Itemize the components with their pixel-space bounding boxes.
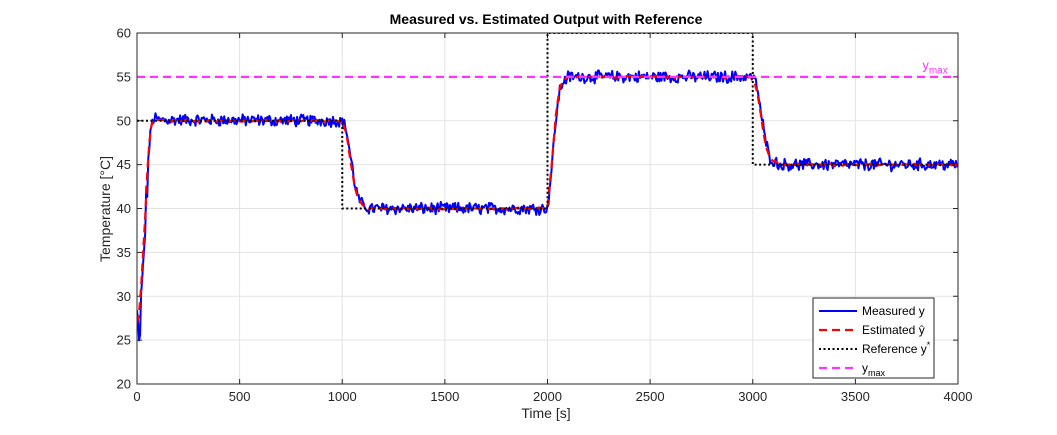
y-tick-label: 20 xyxy=(117,377,131,392)
axes-box xyxy=(136,32,959,385)
legend-label-2: Estimated ŷ xyxy=(862,323,925,337)
ymax-annotation: ymax xyxy=(922,58,947,77)
y-tick-label: 35 xyxy=(117,245,131,260)
chart-title: Measured vs. Estimated Output with Refer… xyxy=(390,11,703,27)
legend-label-4: ymax xyxy=(862,361,886,378)
x-axis-label: Time [s] xyxy=(521,405,570,421)
x-tick-label: 0 xyxy=(133,389,140,404)
y-tick-label: 50 xyxy=(117,113,131,128)
y-tick-label: 45 xyxy=(117,157,131,172)
y-tick-label: 60 xyxy=(117,26,131,41)
y-tick-label: 40 xyxy=(117,201,131,216)
x-tick-label: 2000 xyxy=(533,389,562,404)
legend-label-3: Reference y* xyxy=(862,340,931,356)
x-tick-label: 3000 xyxy=(738,389,767,404)
x-tick-label: 4000 xyxy=(944,389,973,404)
series-line-2 xyxy=(137,74,958,324)
axes-border xyxy=(136,32,959,385)
x-tick-label: 1500 xyxy=(430,389,459,404)
y-tick-label: 25 xyxy=(117,333,131,348)
y-tick-label: 55 xyxy=(117,69,131,84)
legend: Measured y Estimated ŷ Reference y* ymax xyxy=(812,297,935,379)
x-tick-label: 1000 xyxy=(328,389,357,404)
legend-label-1: Measured y xyxy=(862,304,925,318)
y-axis-label: Temperature [°C] xyxy=(97,156,113,262)
series-line-3 xyxy=(137,33,958,210)
annotations: ymax xyxy=(922,58,947,77)
x-tick-label: 2500 xyxy=(636,389,665,404)
x-tick-label: 3500 xyxy=(841,389,870,404)
x-tick-label: 500 xyxy=(229,389,251,404)
series-group xyxy=(137,33,958,342)
y-tick-label: 30 xyxy=(117,289,131,304)
